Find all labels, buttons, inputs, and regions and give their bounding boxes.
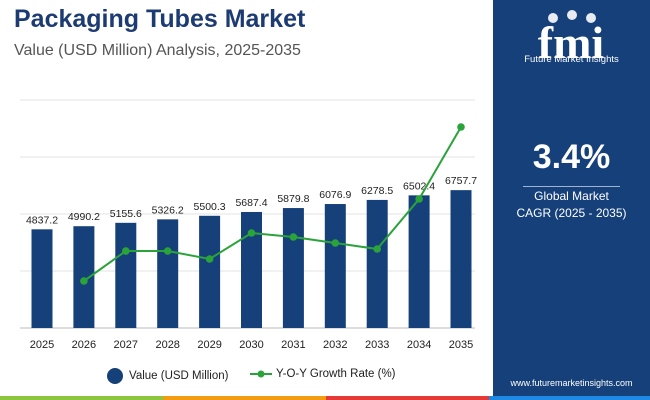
bar-value-label: 5326.2 (152, 204, 184, 216)
x-tick-label: 2025 (30, 339, 54, 351)
x-tick-label: 2034 (407, 339, 431, 351)
legend-bar[interactable]: Value (USD Million) (107, 368, 228, 384)
growth-point (457, 123, 465, 131)
stripe-orange (163, 396, 326, 400)
bar (199, 215, 221, 328)
x-tick-label: 2027 (114, 339, 138, 351)
page-subtitle: Value (USD Million) Analysis, 2025-2035 (14, 42, 301, 59)
x-tick-label: 2029 (197, 339, 221, 351)
x-tick-label: 2031 (281, 339, 305, 351)
cagr-label-line1: Global Market (534, 189, 609, 203)
legend-line[interactable]: Y-O-Y Growth Rate (%) (250, 368, 396, 380)
legend-bar-label: Value (USD Million) (129, 370, 229, 382)
legend-bar-marker (107, 368, 123, 384)
fmi-logo-icon: fmi (538, 10, 605, 68)
growth-point (289, 233, 298, 241)
cagr-divider (523, 186, 620, 187)
bar (115, 222, 137, 328)
bar (282, 208, 304, 328)
side-panel: fmi Future Market Insights 3.4% Global M… (493, 0, 650, 400)
x-tick-label: 2026 (72, 339, 96, 351)
legend-line-label: Y-O-Y Growth Rate (%) (276, 368, 396, 380)
growth-point (373, 245, 382, 253)
bar (366, 199, 388, 328)
bar (408, 195, 430, 328)
growth-point (163, 247, 172, 255)
x-tick-label: 2032 (323, 339, 347, 351)
bar-value-label: 5500.3 (194, 201, 226, 213)
growth-point (205, 255, 214, 263)
bar-value-label: 6278.5 (361, 185, 393, 197)
bar (324, 204, 346, 328)
bar-value-label: 5155.6 (110, 208, 142, 220)
stripe-green (0, 396, 163, 400)
bar (157, 219, 179, 328)
bar-value-label: 4837.2 (26, 214, 58, 226)
bar (31, 229, 53, 328)
growth-point (80, 277, 88, 285)
bar-value-label: 5879.8 (277, 193, 309, 205)
cagr-value: 3.4% (532, 138, 611, 176)
website-link[interactable]: www.futuremarketinsights.com (510, 378, 633, 388)
bar-value-label: 6076.9 (319, 189, 351, 201)
x-tick-label: 2035 (449, 339, 473, 351)
growth-point (415, 195, 423, 203)
growth-point (247, 229, 256, 237)
x-tick-label: 2028 (155, 339, 179, 351)
bar-value-label: 6502.4 (403, 180, 435, 192)
growth-point (122, 247, 130, 255)
growth-line (83, 126, 462, 282)
chart: 4837.2 2025 4990.2 2026 5155.6 2027 5326.2 2028… (20, 99, 477, 351)
page-title: Packaging Tubes Market (14, 5, 306, 33)
bar-value-label: 4990.2 (68, 211, 100, 223)
bar-value-label: 5687.4 (235, 197, 267, 209)
legend-line-marker (250, 370, 272, 378)
logo-text: Future Market Insights (524, 54, 619, 65)
stripe-blue (489, 396, 650, 400)
bar (241, 211, 262, 328)
cagr-label-line2: CAGR (2025 - 2035) (516, 206, 627, 220)
bar (73, 226, 95, 328)
x-tick-label: 2030 (239, 339, 263, 351)
x-tick-label: 2033 (365, 339, 389, 351)
bar-value-label: 6757.7 (445, 175, 477, 187)
logo-letters: fmi (538, 17, 605, 68)
growth-point (331, 239, 340, 247)
stripe-red (326, 396, 489, 400)
bar (450, 190, 472, 328)
